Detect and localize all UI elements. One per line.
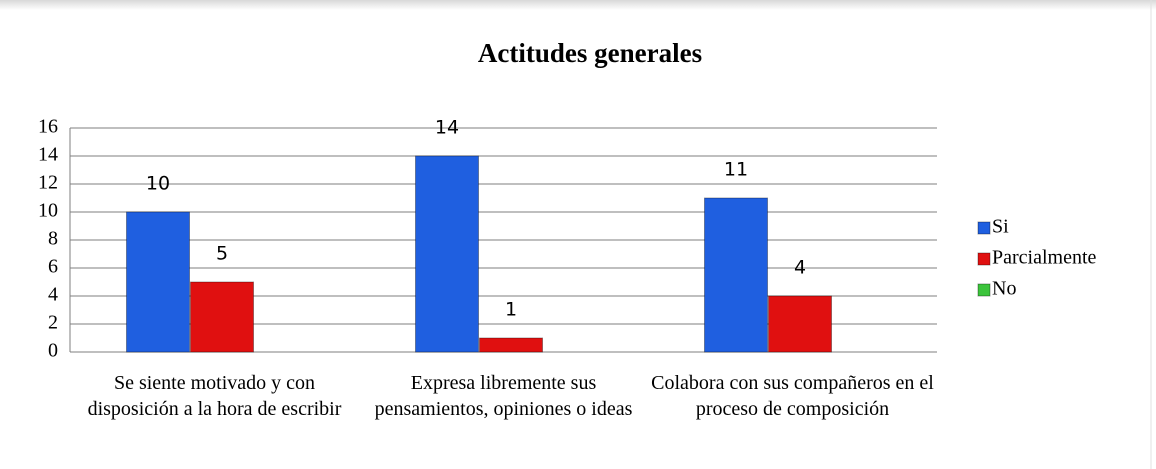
bar [479,337,543,353]
x-tick-label: Expresa libremente sus pensamientos, opi… [374,372,633,420]
bar [768,295,832,353]
data-label: 4 [794,257,806,279]
y-tick-label: 2 [48,312,58,334]
bar [415,155,479,353]
data-label: 5 [216,243,228,265]
legend-label: Si [992,216,1009,238]
chart-title: Actitudes generales [478,38,702,68]
y-tick-label: 12 [38,172,58,194]
y-tick-label: 4 [48,284,58,306]
y-tick-label: 8 [48,228,58,250]
y-tick-label: 14 [38,144,58,166]
frame-shadow [0,0,1156,10]
legend-label: Parcialmente [992,247,1097,269]
legend-swatch [977,252,991,266]
y-tick-label: 16 [38,116,58,138]
x-tick-label: Se siente motivado y con disposición a l… [87,372,342,420]
legend-swatch [977,283,991,297]
data-label: 14 [435,117,459,139]
y-tick-label: 6 [48,256,58,278]
data-label: 11 [724,159,748,181]
bar [704,197,768,353]
bar [190,281,254,353]
data-label: 1 [505,299,517,321]
data-label: 10 [146,173,170,195]
x-tick-label: Colabora con sus compañeros en el proces… [651,372,934,420]
legend-label: No [992,278,1016,300]
bar [126,211,190,353]
y-tick-label: 0 [48,340,58,362]
y-tick-label: 10 [38,200,58,222]
legend-swatch [977,221,991,235]
